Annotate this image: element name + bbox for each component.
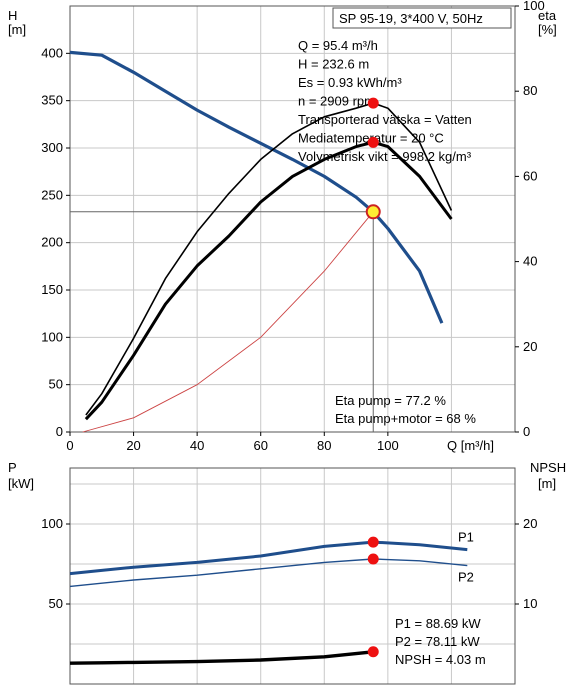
eta-line: Eta pump+motor = 68 % xyxy=(335,411,476,426)
top-ylabel-right-2: [%] xyxy=(538,22,557,37)
eta-line: Eta pump = 77.2 % xyxy=(335,393,446,408)
power-info-line: P1 = 88.69 kW xyxy=(395,616,481,631)
top-ytick-right-label: 100 xyxy=(523,0,545,13)
pump-head-curve xyxy=(69,50,444,324)
top-ytick-left-label: 350 xyxy=(41,93,63,108)
top-ytick-left-label: 150 xyxy=(41,282,63,297)
top-ytick-right-label: 40 xyxy=(523,254,537,269)
top-ytick-left-label: 50 xyxy=(49,377,63,392)
duty-point xyxy=(365,204,381,220)
top-yticks-right: 0 20 40 60 80 100 xyxy=(515,0,545,439)
power-info-line: NPSH = 4.03 m xyxy=(395,652,486,667)
top-ytick-right-label: 0 xyxy=(523,424,530,439)
top-ytick-left-label: 400 xyxy=(41,45,63,60)
p2-point xyxy=(367,553,379,565)
eta-total-curve xyxy=(84,140,453,421)
operating-point-info: Q = 95.4 m³/h H = 232.6 m Es = 0.93 kWh/m³… xyxy=(298,38,472,164)
bottom-ylabel-right-2: [m] xyxy=(538,476,556,491)
eta-pump-point xyxy=(367,97,379,109)
top-ytick-right-label: 20 xyxy=(523,339,537,354)
eta-total-point xyxy=(367,136,379,148)
info-line: n = 2909 rpm xyxy=(298,94,375,109)
bottom-plot-frame xyxy=(69,467,516,685)
p2-curve xyxy=(69,558,468,588)
top-ytick-right-label: 80 xyxy=(523,83,537,98)
top-xtick-label: 100 xyxy=(377,438,399,453)
power-npsh-chart: P [kW] NPSH [m] 50 100 10 20 P1 P2 P1 = 88.… xyxy=(8,460,566,685)
top-xtick-label: 40 xyxy=(190,438,204,453)
top-ylabel-left-1: H xyxy=(8,8,17,23)
top-xlabel: Q [m³/h] xyxy=(447,438,494,453)
power-info: P1 = 88.69 kW P2 = 78.11 kW NPSH = 4.03 m xyxy=(395,616,486,667)
top-xticks: 0 20 40 60 80 100 xyxy=(66,432,399,453)
top-ytick-left-label: 300 xyxy=(41,140,63,155)
p1-point xyxy=(367,536,379,548)
top-ylabel-right-1: eta xyxy=(538,8,557,23)
top-ytick-left-label: 100 xyxy=(41,329,63,344)
info-line: Q = 95.4 m³/h xyxy=(298,38,378,53)
top-ytick-left-label: 0 xyxy=(56,424,63,439)
info-line: Transporterad vätska = Vatten xyxy=(298,112,472,127)
top-xtick-label: 0 xyxy=(66,438,73,453)
top-xtick-label: 20 xyxy=(126,438,140,453)
title-box xyxy=(332,7,512,29)
bottom-ylabel-left-2: [kW] xyxy=(8,476,34,491)
bottom-ylabel-right-1: NPSH xyxy=(530,460,566,475)
npsh-point xyxy=(367,646,379,658)
chart-title: SP 95-19, 3*400 V, 50Hz xyxy=(339,11,483,26)
npsh-curve xyxy=(69,650,374,665)
bottom-operating-marks xyxy=(367,536,379,658)
top-ytick-left-label: 200 xyxy=(41,235,63,250)
bottom-yticks-left: 50 100 xyxy=(41,516,70,611)
eta-pump-curve xyxy=(85,102,453,416)
top-ylabel-left-2: [m] xyxy=(8,22,26,37)
info-line: Volymetrisk vikt = 998.2 kg/m³ xyxy=(298,149,472,164)
top-ytick-left-label: 250 xyxy=(41,187,63,202)
top-curves xyxy=(69,50,453,433)
top-xtick-label: 60 xyxy=(253,438,267,453)
info-line: H = 232.6 m xyxy=(298,57,369,72)
info-line: Es = 0.93 kWh/m³ xyxy=(298,75,402,90)
bottom-yticks-right: 10 20 xyxy=(515,516,537,611)
system-curve xyxy=(82,211,374,433)
bottom-series-labels: P1 P2 xyxy=(458,530,474,585)
top-operating-marks xyxy=(365,97,381,220)
p2-series-label: P2 xyxy=(458,570,474,585)
eta-info: Eta pump = 77.2 % Eta pump+motor = 68 % xyxy=(335,393,476,426)
power-info-line: P2 = 78.11 kW xyxy=(395,634,480,649)
bottom-ytick-left-label: 50 xyxy=(49,596,63,611)
top-xtick-label: 80 xyxy=(317,438,331,453)
top-yticks-left: 0 50 100 150 200 250 300 350 400 xyxy=(41,45,70,439)
top-ytick-right-label: 60 xyxy=(523,168,537,183)
top-grid xyxy=(70,6,515,432)
top-plot-frame xyxy=(69,5,516,433)
p1-series-label: P1 xyxy=(458,530,474,545)
p1-curve xyxy=(69,540,468,576)
bottom-ytick-right-label: 20 xyxy=(523,516,537,531)
bottom-curves xyxy=(69,540,468,665)
bottom-grid xyxy=(70,468,515,684)
bottom-ylabel-left-1: P xyxy=(8,460,17,475)
bottom-ytick-left-label: 100 xyxy=(41,516,63,531)
bottom-ytick-right-label: 10 xyxy=(523,596,537,611)
